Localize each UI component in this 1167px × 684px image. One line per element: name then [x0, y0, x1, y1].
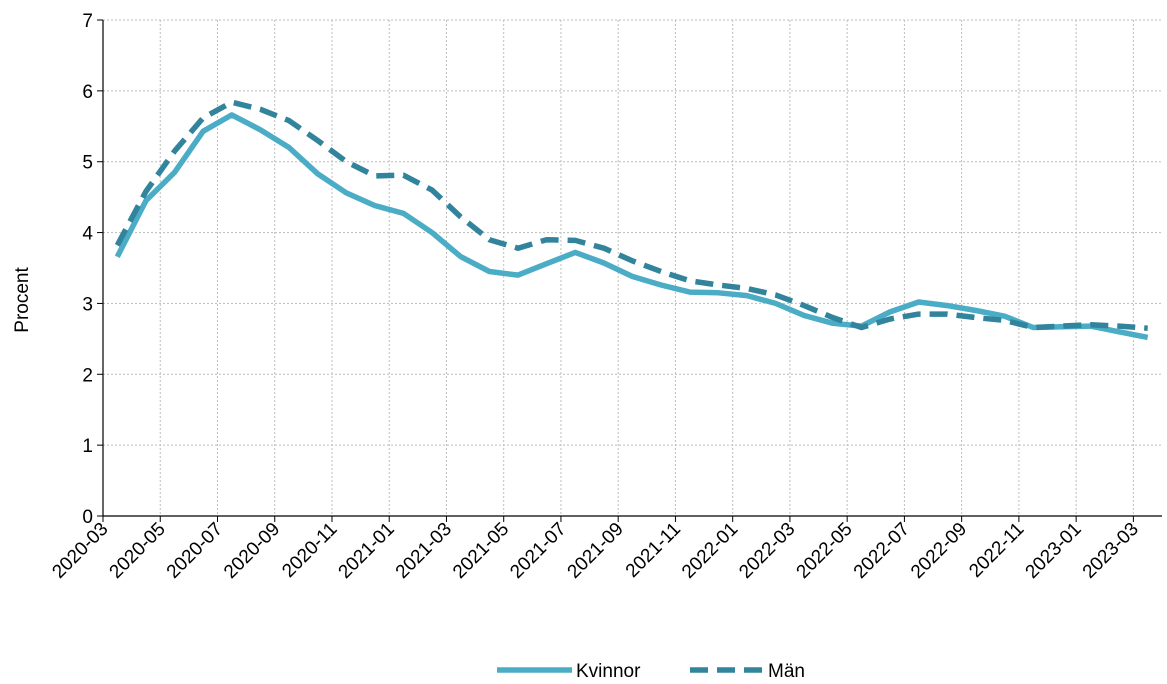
x-tick-label: 2021-05 [449, 519, 513, 583]
y-axis-ticks: 0 1 2 3 4 5 6 7 [82, 11, 103, 528]
y-tick-label: 5 [82, 153, 93, 174]
x-tick-label: 2020-11 [278, 519, 341, 582]
x-tick-label: 2022-05 [793, 519, 857, 583]
x-axis-ticks: 2020-032020-052020-072020-092020-112021-… [48, 516, 1143, 583]
x-tick-label: 2023-01 [1022, 519, 1086, 583]
x-tick-label: 2020-09 [220, 519, 284, 583]
y-tick-label: 1 [82, 436, 93, 457]
series-lines [114, 99, 1149, 341]
series-line-man [114, 99, 1148, 331]
x-tick-label: 2020-03 [48, 519, 112, 583]
x-tick-label: 2022-07 [850, 519, 914, 583]
y-tick-label: 4 [82, 224, 93, 245]
x-tick-label: 2021-03 [392, 519, 456, 583]
x-tick-label: 2021-07 [506, 519, 570, 583]
y-axis-label: Procent [12, 267, 33, 333]
axes [102, 20, 1162, 517]
gridlines [103, 19, 1162, 516]
x-tick-label: 2022-11 [965, 519, 1028, 582]
legend: Kvinnor Män [497, 661, 805, 682]
y-tick-label: 0 [82, 507, 93, 528]
y-tick-label: 3 [82, 294, 93, 315]
legend-label-kvinnor: Kvinnor [576, 661, 641, 682]
y-tick-label: 7 [82, 11, 93, 32]
legend-label-man: Män [768, 661, 805, 682]
series-line-kvinnor [114, 112, 1149, 341]
x-tick-label: 2022-09 [907, 519, 971, 583]
x-tick-label: 2022-03 [735, 519, 799, 583]
y-tick-label: 6 [82, 82, 93, 103]
x-tick-label: 2021-09 [564, 519, 628, 583]
x-tick-label: 2022-01 [678, 519, 742, 583]
x-tick-label: 2020-05 [106, 519, 170, 583]
x-tick-label: 2021-11 [622, 519, 685, 582]
y-tick-label: 2 [82, 365, 93, 386]
x-tick-label: 2020-07 [163, 519, 227, 583]
x-tick-label: 2021-01 [335, 519, 399, 583]
x-tick-label: 2023-03 [1079, 519, 1143, 583]
